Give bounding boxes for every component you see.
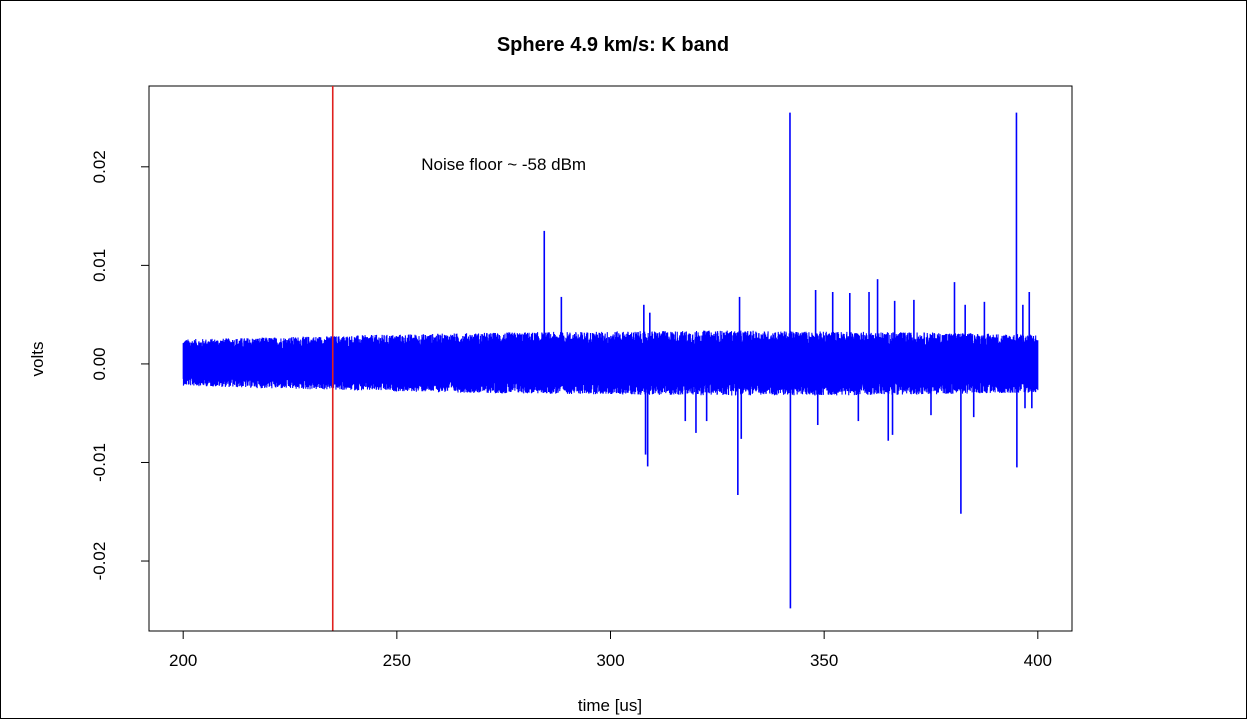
x-tick-label: 200 xyxy=(169,651,197,670)
y-tick-label: 0.02 xyxy=(90,150,109,183)
y-tick-label: 0.01 xyxy=(90,249,109,282)
y-axis-label: volts xyxy=(28,342,47,377)
annotations: Noise floor ~ -58 dBm xyxy=(421,155,586,174)
x-axis: 200 250 300 350 400 xyxy=(169,630,1052,670)
signal-noise-band xyxy=(182,330,1039,396)
y-tick-label: -0.01 xyxy=(90,443,109,482)
y-tick-label: -0.02 xyxy=(90,542,109,581)
y-tick-label: 0.00 xyxy=(90,347,109,380)
x-tick-label: 300 xyxy=(596,651,624,670)
y-axis: -0.02 -0.01 0.00 0.01 0.02 xyxy=(90,150,150,581)
noise-floor-annotation: Noise floor ~ -58 dBm xyxy=(421,155,586,174)
plot-layer xyxy=(182,86,1039,631)
chart-title: Sphere 4.9 km/s: K band xyxy=(497,34,729,56)
x-tick-label: 350 xyxy=(810,651,838,670)
x-axis-label: time [us] xyxy=(578,696,642,715)
x-tick-label: 250 xyxy=(383,651,411,670)
x-tick-label: 400 xyxy=(1024,651,1052,670)
